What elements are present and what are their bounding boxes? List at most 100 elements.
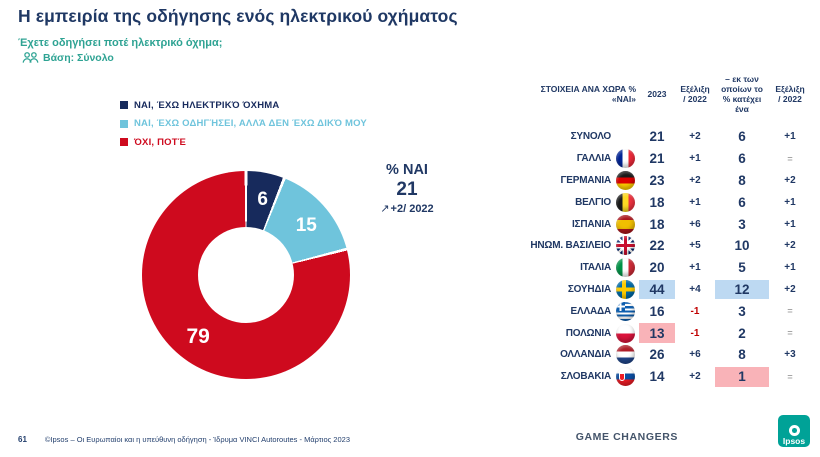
country-label: ΓΕΡΜΑΝΙΑ (560, 174, 611, 186)
pl-flag-icon (616, 323, 635, 343)
value-2023: 22 (649, 238, 665, 254)
col-own-evolution: Εξέλιξη / 2022 (775, 83, 805, 104)
de-flag-icon (616, 170, 635, 190)
value-2023: 18 (649, 216, 665, 232)
country-label: ΕΛΛΑΔΑ (570, 305, 612, 317)
country-label: ΠΟΛΩΝΙΑ (565, 327, 611, 339)
legend-item: ΝΑΙ, ΈΧΩ ΗΛΕΚΤΡΙΚΌ ΌΧΗΜΑ (120, 96, 367, 115)
ipsos-wordmark: Ipsos (782, 435, 806, 446)
donut-chart: 6 15 79 (142, 171, 350, 379)
es-flag-icon (616, 214, 635, 234)
value-2023: 16 (649, 303, 665, 319)
col-own-share: – εκ των οποίων το % κατέχει ένα (721, 73, 763, 115)
own-evolution-2022: = (787, 371, 793, 382)
own-evolution-2022: = (787, 306, 793, 317)
page-title: Η εμπειρία της οδήγησης ενός ηλεκτρικού … (18, 6, 458, 26)
legend-swatch-ev-owner (120, 101, 128, 110)
col-country: ΣΤΟΙΧΕΙΑ ΑΝΑ ΧΩΡΑ % «ΝΑΙ» (540, 83, 636, 104)
value-2023: 13 (649, 325, 665, 341)
evolution-2022: +6 (689, 218, 701, 230)
page-number: 61 (18, 435, 27, 444)
footer: 61 ©Ipsos – Οι Ευρωπαίοι και η υπεύθυνη … (18, 435, 350, 444)
own-evolution-2022: +3 (784, 349, 796, 361)
table-row: ΙΣΠΑΝΙΑ 18 +6 3 +1 (520, 213, 812, 235)
evolution-2022: +2 (689, 131, 701, 143)
country-label: ΣΟΥΗΔΙΑ (567, 283, 611, 295)
base-label: Βάση: Σύνολο (43, 51, 114, 64)
own-share: 2 (738, 325, 746, 341)
value-2023: 21 (649, 129, 665, 145)
col-2023: 2023 (647, 88, 667, 99)
own-share: 5 (738, 260, 746, 276)
people-icon (22, 52, 39, 63)
slice-value-ev-owner: 6 (257, 189, 268, 211)
table-row: ΣΟΥΗΔΙΑ 44 +4 12 +2 (520, 279, 812, 301)
country-label: ΗΝΩΜ. ΒΑΣΙΛΕΙΟ (530, 240, 611, 252)
table-row: ΙΤΑΛΙΑ 20 +1 5 +1 (520, 257, 812, 279)
table-row: ΓΑΛΛΙΑ 21 +1 6 = (520, 148, 812, 170)
callout-value: 21 (396, 179, 418, 200)
table-body: ΣΥΝΟΛΟ 21 +2 6 +1 ΓΑΛΛΙΑ 21 +1 6 = ΓΕΡΜΑΝΙΑ 23 +2 8 +2… (520, 126, 812, 388)
be-flag-icon (616, 192, 635, 212)
slice-value-never: 79 (186, 325, 210, 349)
value-2023: 26 (649, 347, 665, 363)
own-share: 10 (734, 238, 750, 254)
legend-item: ΝΑΙ, ΈΧΩ ΟΔΗΓΉΣΕΙ, ΑΛΛΆ ΔΕΝ ΈΧΩ ΔΙΚΌ ΜΟΥ (120, 115, 367, 134)
gb-flag-icon (616, 236, 635, 256)
evolution-2022: +1 (689, 196, 701, 208)
legend-item: ΌΧΙ, ΠΟΤΈ (120, 133, 367, 152)
table-row: ΟΛΛΑΝΔΙΑ 26 +6 8 +3 (520, 344, 812, 366)
evolution-2022: +1 (689, 153, 701, 165)
table-header: ΣΤΟΙΧΕΙΑ ΑΝΑ ΧΩΡΑ % «ΝΑΙ» 2023 Εξέλιξη /… (520, 64, 812, 124)
value-2023: 23 (649, 172, 665, 188)
nl-flag-icon (616, 345, 635, 365)
legend-label: ΝΑΙ, ΈΧΩ ΟΔΗΓΉΣΕΙ, ΑΛΛΆ ΔΕΝ ΈΧΩ ΔΙΚΌ ΜΟΥ (134, 118, 367, 130)
value-2023: 14 (649, 369, 665, 385)
country-label: ΣΛΟΒΑΚΙΑ (560, 371, 611, 383)
table-row: ΕΛΛΑΔΑ 16 -1 3 = (520, 300, 812, 322)
evolution-2022: -1 (690, 305, 700, 317)
own-share: 3 (738, 216, 746, 232)
evolution-2022: +2 (689, 371, 701, 383)
slice-value-driven: 15 (295, 215, 317, 237)
table-row: ΣΛΟΒΑΚΙΑ 14 +2 1 = (520, 366, 812, 388)
own-evolution-2022: = (787, 153, 793, 164)
sk-flag-icon (616, 367, 635, 387)
country-label: ΙΤΑΛΙΑ (580, 262, 611, 274)
own-evolution-2022: +2 (784, 283, 796, 295)
fr-flag-icon (616, 149, 635, 169)
evolution-2022: +6 (689, 349, 701, 361)
evolution-2022: +2 (689, 174, 701, 186)
trend-up-icon: ↗ (380, 203, 390, 215)
evolution-2022: +4 (689, 283, 701, 295)
table-row: ΠΟΛΩΝΙΑ 13 -1 2 = (520, 322, 812, 344)
country-label: ΓΑΛΛΙΑ (576, 153, 611, 165)
legend-swatch-never (120, 138, 128, 147)
own-evolution-2022: +2 (784, 174, 796, 186)
it-flag-icon (616, 258, 635, 278)
source-note: ©Ipsos – Οι Ευρωπαίοι και η υπεύθυνη οδή… (44, 435, 350, 444)
yes-callout: % ΝΑΙ 21 ↗+2/ 2022 (352, 162, 462, 215)
own-evolution-2022: +2 (784, 240, 796, 252)
own-evolution-2022: +1 (784, 196, 796, 208)
table-row: ΒΕΛΓΙΟ 18 +1 6 +1 (520, 191, 812, 213)
country-label: ΟΛΛΑΝΔΙΑ (560, 349, 611, 361)
game-changers-label: GAME CHANGERS (575, 431, 678, 443)
table-row: ΣΥΝΟΛΟ 21 +2 6 +1 (520, 126, 812, 148)
question-subtitle: Έχετε οδηγήσει ποτέ ηλεκτρικό όχημα; (18, 37, 223, 49)
country-label: ΒΕΛΓΙΟ (575, 196, 611, 208)
callout-trend: ↗+2/ 2022 (352, 202, 462, 215)
own-share: 8 (738, 347, 746, 363)
own-share: 6 (738, 194, 746, 210)
value-2023: 44 (649, 281, 665, 297)
legend-label: ΌΧΙ, ΠΟΤΈ (134, 136, 187, 148)
trend-text: +2/ 2022 (390, 203, 434, 215)
evolution-2022: +5 (689, 240, 701, 252)
callout-label: % ΝΑΙ (386, 162, 428, 178)
own-share: 12 (734, 281, 750, 297)
own-evolution-2022: +1 (784, 262, 796, 274)
country-table: ΣΤΟΙΧΕΙΑ ΑΝΑ ΧΩΡΑ % «ΝΑΙ» 2023 Εξέλιξη /… (520, 64, 812, 388)
legend-label: ΝΑΙ, ΈΧΩ ΗΛΕΚΤΡΙΚΌ ΌΧΗΜΑ (134, 99, 280, 111)
own-share: 8 (738, 172, 746, 188)
col-evolution: Εξέλιξη / 2022 (680, 83, 710, 104)
